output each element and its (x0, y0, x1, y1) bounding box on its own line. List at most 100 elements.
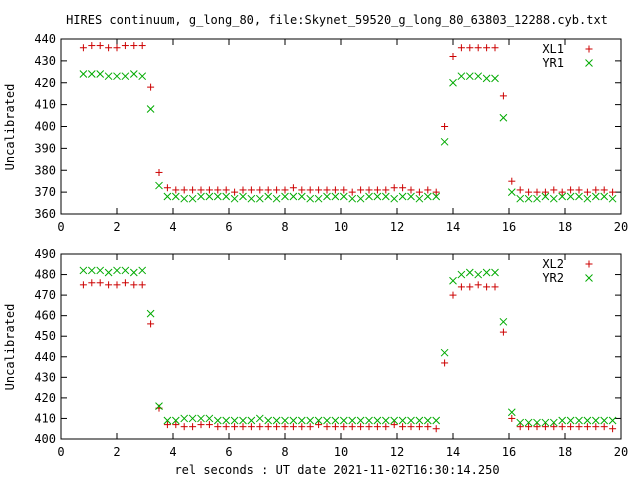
data-point-yr2 (314, 416, 323, 425)
data-point-xl1 (189, 186, 197, 194)
data-point-yr2 (205, 414, 214, 423)
data-point-xl2 (575, 423, 583, 431)
y-tick-label: 460 (34, 309, 56, 323)
data-point-yr1 (239, 192, 247, 201)
legend-marker-yr1 (585, 59, 593, 67)
data-point-yr1 (146, 105, 155, 113)
data-point-yr2 (129, 268, 138, 277)
data-point-yr2 (104, 268, 113, 277)
data-point-xl1 (474, 44, 482, 52)
data-point-xl1 (382, 186, 390, 194)
data-point-yr2 (188, 414, 197, 423)
data-point-xl1 (449, 53, 457, 60)
x-tick-label: 12 (390, 220, 404, 234)
data-point-yr1 (600, 192, 609, 201)
data-point-xl2 (373, 423, 381, 431)
data-point-xl1 (256, 186, 264, 194)
data-point-yr2 (465, 268, 474, 277)
data-point-xl2 (138, 281, 146, 289)
panel-bottom: Uncalibrated 0 2 4 6 8 10 12 14 16 18 20 400 410 420 4… (3, 247, 628, 459)
panel-top: Uncalibrated 0 2 4 6 8 10 12 14 16 18 20 360 370 380 3… (3, 32, 628, 234)
data-point-yr1 (432, 192, 441, 201)
data-point-yr1 (272, 194, 281, 203)
x-tick-label: 0 (57, 220, 64, 234)
data-point-xl1 (197, 186, 205, 194)
data-point-xl1 (121, 42, 129, 50)
data-point-xl2 (550, 423, 558, 431)
data-point-yr2 (264, 416, 273, 425)
data-point-yr2 (255, 414, 264, 423)
data-point-xl2 (163, 421, 171, 429)
marks-bottom (79, 266, 617, 433)
chart-title: HIRES continuum, g_long_80, file:Skynet_… (66, 13, 608, 27)
data-point-yr1 (171, 192, 180, 201)
data-point-xl2 (592, 423, 600, 431)
data-point-yr1 (533, 194, 541, 203)
data-point-yr1 (87, 70, 96, 78)
data-point-yr2 (96, 266, 105, 275)
y-tick-label: 450 (34, 329, 56, 343)
x-tick-label: 18 (558, 445, 572, 459)
data-point-yr2 (138, 266, 147, 275)
data-point-yr2 (600, 416, 609, 425)
data-point-yr2 (440, 348, 449, 357)
data-point-yr1 (407, 192, 415, 201)
data-point-xl2 (491, 283, 499, 291)
data-point-xl2 (474, 281, 482, 289)
data-point-yr2 (356, 416, 365, 425)
data-point-yr2 (423, 416, 432, 425)
data-point-xl1 (172, 186, 180, 194)
data-point-xl2 (583, 423, 591, 431)
data-point-xl2 (382, 423, 390, 431)
data-point-xl1 (357, 186, 365, 194)
data-point-xl2 (331, 423, 339, 431)
data-point-xl1 (550, 186, 558, 194)
data-point-yr2 (113, 266, 121, 275)
data-point-yr1 (440, 137, 449, 146)
data-point-yr2 (591, 416, 600, 425)
data-point-yr1 (331, 192, 340, 201)
data-point-yr2 (121, 266, 130, 275)
data-point-xl2 (357, 423, 365, 431)
data-point-yr1 (381, 192, 390, 201)
data-point-xl1 (600, 186, 608, 194)
data-point-xl1 (399, 184, 407, 192)
data-point-yr1 (323, 192, 331, 201)
data-point-yr1 (457, 72, 466, 81)
data-point-yr2 (507, 408, 516, 417)
data-point-yr2 (155, 402, 163, 410)
y-tick-label: 420 (34, 391, 56, 405)
data-point-xl2 (609, 425, 617, 433)
data-point-xl1 (390, 184, 398, 192)
data-point-xl1 (340, 186, 348, 194)
data-point-xl2 (390, 421, 398, 429)
data-point-xl2 (558, 423, 566, 431)
y-tick-label: 400 (34, 432, 56, 446)
legend-bottom: XL2 YR2 (542, 257, 593, 285)
data-point-xl2 (457, 283, 465, 291)
data-point-yr2 (79, 266, 88, 275)
data-point-xl2 (399, 423, 407, 431)
y-tick-label: 440 (34, 32, 56, 46)
x-tick-label: 2 (113, 445, 120, 459)
data-point-yr1 (449, 78, 457, 87)
data-point-yr1 (423, 192, 432, 201)
data-point-yr1 (415, 194, 424, 203)
data-point-yr1 (348, 194, 357, 203)
y-tick-label: 380 (34, 163, 56, 177)
data-point-yr1 (155, 181, 163, 190)
y-axis-label-top: Uncalibrated (3, 84, 17, 171)
x-axis-label: rel seconds : UT date 2021-11-02T16:30:1… (174, 463, 499, 477)
data-point-xl1 (289, 184, 297, 192)
data-point-yr2 (239, 416, 247, 425)
data-point-xl2 (424, 423, 432, 431)
x-tick-label: 16 (502, 445, 516, 459)
data-point-yr2 (558, 416, 567, 425)
data-point-yr1 (205, 192, 214, 201)
data-point-xl1 (138, 42, 146, 50)
data-point-xl2 (441, 359, 449, 367)
data-point-yr2 (533, 418, 541, 427)
plot-frame-bottom (60, 253, 622, 440)
data-point-xl2 (180, 423, 188, 431)
data-point-yr1 (180, 194, 189, 203)
